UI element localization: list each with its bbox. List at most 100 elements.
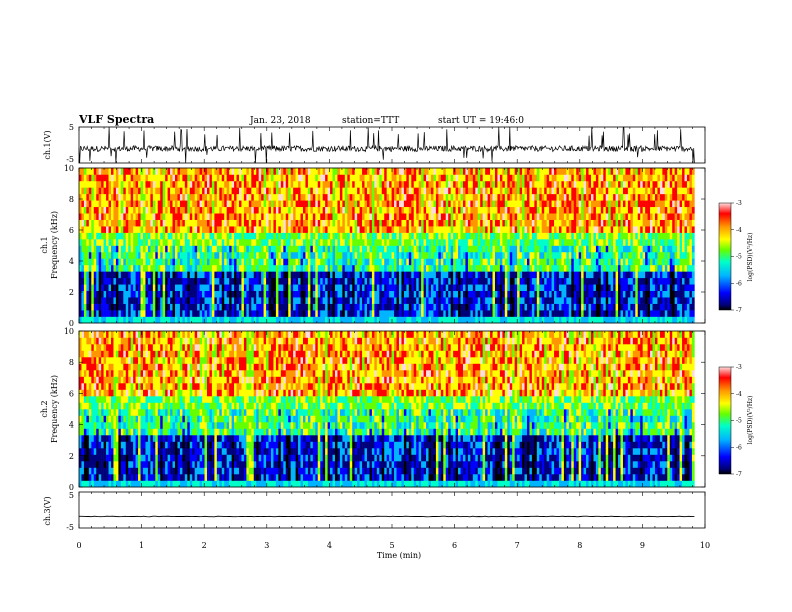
spectrogram-cell [184, 284, 188, 292]
spectrogram-cell [138, 258, 141, 266]
spectrogram-cell [79, 316, 82, 324]
spectrogram-cell [554, 226, 557, 233]
spectrogram-cell [426, 264, 429, 272]
spectrogram-cell [573, 168, 577, 175]
spectrogram-cell [184, 258, 188, 266]
spectrogram-cell [406, 284, 410, 292]
spectrogram-cell [529, 258, 533, 266]
spectrogram-cell [376, 180, 380, 188]
spectrogram-cell [106, 271, 109, 279]
spectrogram-cell [93, 271, 97, 279]
spectrogram-cell [302, 213, 306, 220]
spectrogram-cell [160, 316, 163, 324]
spectrogram-cell [357, 200, 360, 208]
spectrogram-cell [111, 239, 114, 246]
spectrogram-cell [344, 297, 348, 304]
spectrogram-cell [359, 168, 363, 175]
spectrogram-cell [344, 245, 348, 253]
spectrogram-cell [266, 264, 269, 272]
spectrogram-cell [197, 232, 200, 240]
spectrogram-cell [327, 219, 331, 227]
spectrogram-cell [226, 174, 230, 182]
spectrogram-cell [371, 174, 375, 182]
spectrogram-cell [332, 168, 336, 175]
spectrogram-cell [295, 258, 299, 266]
spectrogram-cell [325, 168, 328, 175]
spectrogram-cell [288, 200, 291, 208]
spectrogram-cell [563, 168, 567, 175]
spectrogram-cell [172, 310, 176, 317]
spectrogram-cell [549, 284, 552, 292]
spectrogram-cell [177, 251, 181, 259]
spectrogram-cell [236, 271, 240, 279]
spectrogram-cell [175, 200, 178, 208]
spectrogram-cell [347, 168, 351, 175]
spectrogram-cell [534, 232, 538, 240]
spectrogram-cell [302, 239, 306, 246]
spectrogram-cell [229, 187, 232, 195]
spectrogram-cell [554, 271, 557, 279]
spectrogram-cell [450, 200, 454, 208]
spectrogram-cell [394, 200, 397, 208]
spectrogram-cell [101, 180, 104, 188]
spectrogram-cell [325, 219, 328, 227]
spectrogram-cell [202, 239, 205, 246]
spectrogram-cell [243, 316, 247, 324]
spectrogram-cell [578, 206, 582, 214]
spectrogram-cell [344, 284, 348, 292]
spectrogram-cell [391, 174, 395, 182]
spectrogram-cell [177, 258, 181, 266]
spectrogram-cell [138, 174, 141, 182]
spectrogram-cell [369, 303, 373, 311]
spectrogram-cell [81, 303, 85, 311]
spectrogram-cell [536, 264, 540, 272]
spectrogram-cell [290, 219, 294, 227]
spectrogram-cell [170, 239, 173, 246]
spectrogram-cell [256, 174, 259, 182]
spectrogram-cell [302, 251, 306, 259]
spectrogram-cell [86, 277, 90, 285]
spectrogram-cell [325, 193, 328, 201]
spectrogram-cell [273, 297, 277, 304]
spectrogram-cell [236, 174, 240, 182]
spectrogram-cell [108, 303, 112, 311]
spectrogram-cell [347, 284, 351, 292]
spectrogram-cell [394, 290, 397, 298]
spectrogram-cell [243, 193, 247, 201]
spectrogram-cell [499, 168, 503, 175]
spectrogram-cell [224, 226, 227, 233]
spectrogram-cell [376, 277, 380, 285]
spectrogram-cell [588, 232, 592, 240]
spectrogram-cell [416, 316, 419, 324]
spectrogram-cell [133, 213, 136, 220]
spectrogram-cell [426, 251, 429, 259]
spectrogram-cell [79, 187, 82, 195]
spectrogram-cell [79, 239, 82, 246]
spectrogram-cell [221, 277, 225, 285]
spectrogram-cell [408, 226, 412, 233]
spectrogram-cell [359, 264, 363, 272]
spectrogram-cell [138, 187, 141, 195]
spectrogram-cell [374, 187, 378, 195]
spectrogram-cell [539, 187, 543, 195]
spectrogram-cell [504, 297, 508, 304]
spectrogram-cell [108, 206, 112, 214]
spectrogram-cell [206, 251, 210, 259]
spectrogram-cell [140, 213, 144, 220]
spectrogram-cell [519, 239, 523, 246]
spectrogram-cell [519, 258, 523, 266]
spectrogram-cell [138, 206, 141, 214]
spectrogram-cell [150, 290, 154, 298]
spectrogram-cell [300, 174, 304, 182]
spectrogram-cell [226, 310, 230, 317]
spectrogram-cell [492, 297, 496, 304]
spectrogram-cell [179, 232, 183, 240]
spectrogram-cell [214, 310, 218, 317]
spectrogram-cell [519, 245, 523, 253]
spectrogram-cell [236, 232, 240, 240]
spectrogram-cell [475, 200, 479, 208]
spectrogram-cell [79, 232, 82, 240]
spectrogram-cell [155, 264, 159, 272]
spectrogram-cell [364, 290, 368, 298]
spectrogram-cell [519, 290, 523, 298]
